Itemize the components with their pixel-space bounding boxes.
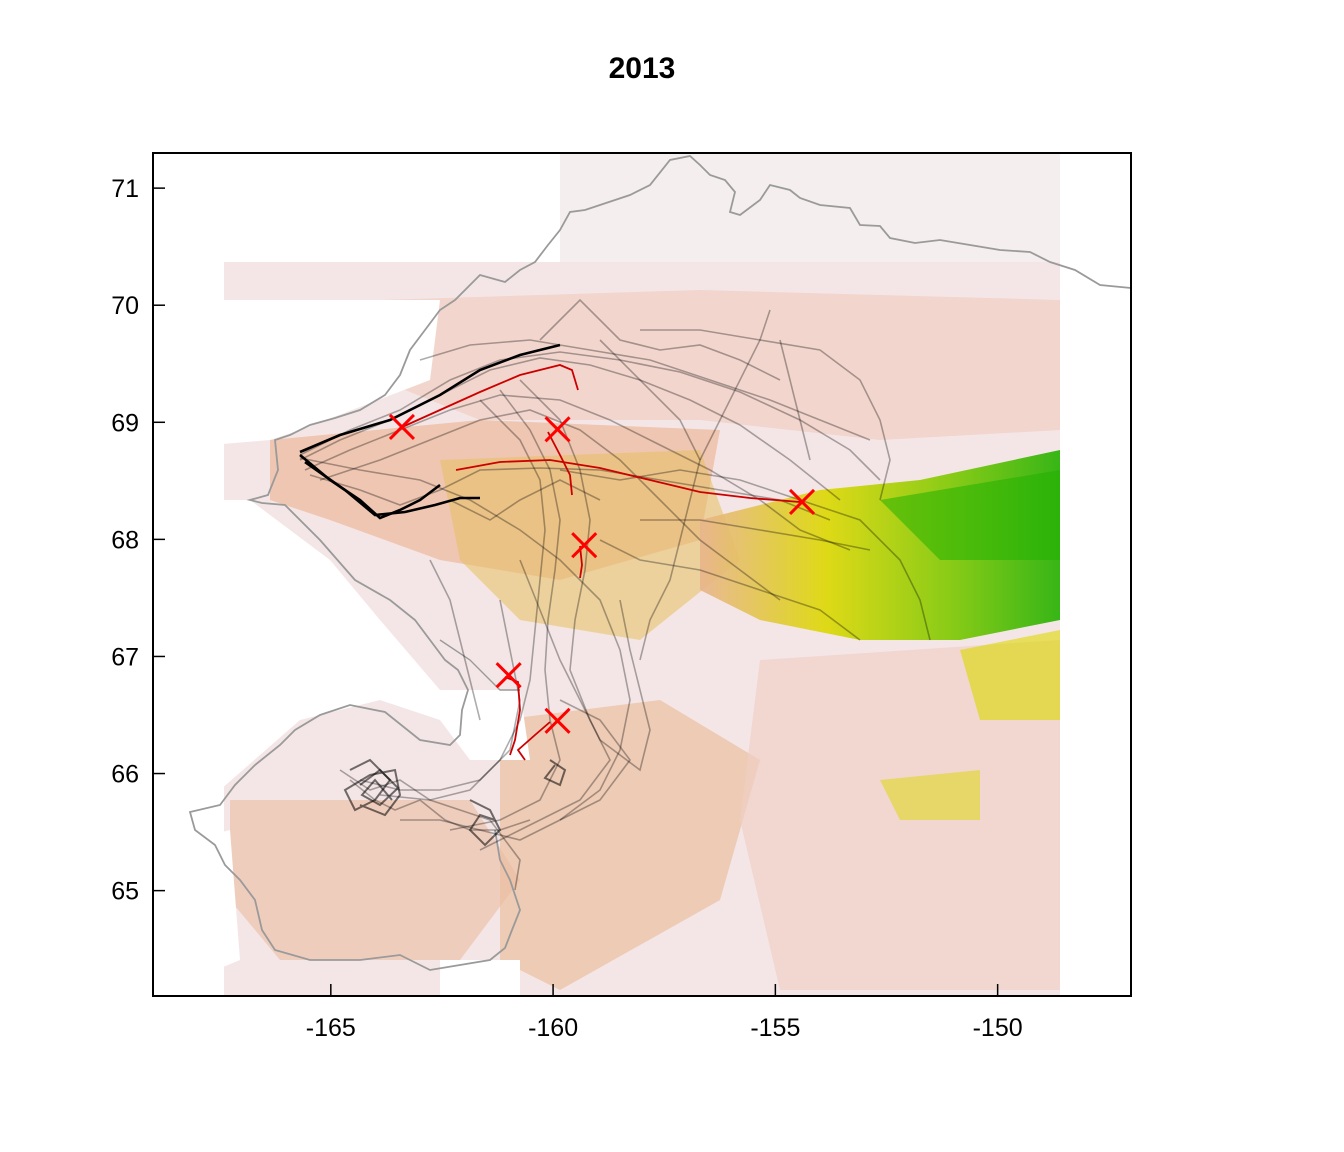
x-tick-label: -160: [528, 1014, 578, 1042]
caribou-tracks: [299, 298, 931, 891]
highlight-tracks: [399, 364, 801, 761]
y-tick-label: 66: [111, 761, 139, 789]
elevation-raster: [153, 153, 1131, 996]
x-tick-label: -155: [750, 1014, 800, 1042]
y-tick-label: 70: [111, 292, 139, 320]
track-cluster: [343, 758, 567, 847]
plot-frame: [152, 152, 1132, 997]
y-tick-label: 67: [111, 643, 139, 671]
marker-x: [495, 662, 522, 689]
marker-x: [388, 413, 416, 441]
marker-x: [571, 532, 598, 559]
x-axis: -165 -160 -155 -150: [306, 984, 1023, 1042]
y-axis: 65 66 67 68 69 70 71: [111, 175, 165, 906]
y-tick-label: 69: [111, 409, 139, 437]
marker-x: [544, 416, 571, 443]
x-tick-label: -165: [306, 1014, 356, 1042]
y-tick-label: 65: [111, 878, 139, 906]
bold-tracks: [299, 343, 561, 520]
markers-layer: [388, 413, 816, 734]
marker-x: [788, 488, 816, 515]
y-tick-label: 71: [111, 175, 139, 203]
marker-x: [544, 707, 571, 734]
y-tick-label: 68: [111, 526, 139, 554]
coastline: [188, 155, 1131, 971]
x-tick-label: -150: [973, 1014, 1023, 1042]
chart-title: 2013: [608, 52, 676, 85]
